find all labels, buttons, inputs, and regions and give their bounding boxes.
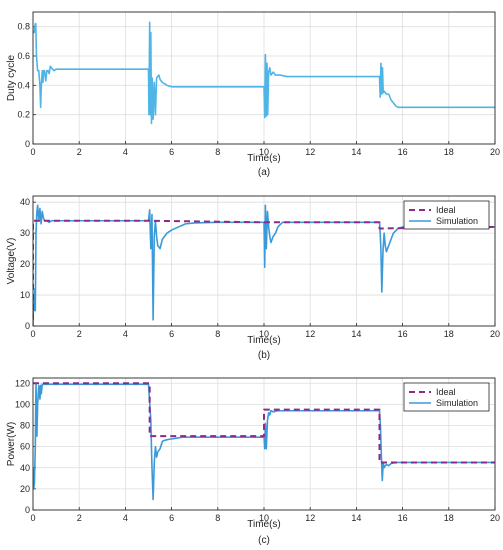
y-tick-label: 120: [15, 378, 30, 388]
axes-frame: [32, 195, 496, 327]
x-tick-label: 0: [30, 513, 35, 523]
legend-box: [403, 200, 490, 230]
x-tick-label: 16: [398, 329, 408, 339]
y-tick-label: 80: [20, 421, 30, 431]
x-tick-label: 2: [77, 513, 82, 523]
y-tick-label: 60: [20, 442, 30, 452]
chart-panel-1: 0 2 4 6 8 10 12 14 16 18 20 0 10 20 30 40 Time(s) Voltage…: [6, 195, 500, 361]
y-tick-label: 0: [25, 321, 30, 331]
x-tick-label: 10: [259, 513, 269, 523]
x-tick-label: 6: [169, 513, 174, 523]
x-tick-label: 18: [444, 329, 454, 339]
x-tick-label: 6: [169, 147, 174, 157]
axes-frame: [32, 377, 496, 511]
y-tick-label: 20: [20, 484, 30, 494]
panel-caption: (c): [258, 535, 270, 546]
x-tick-label: 4: [123, 513, 128, 523]
ideal-series-line: [33, 219, 495, 320]
legend-label: Ideal: [436, 205, 456, 215]
x-tick-label: 8: [215, 147, 220, 157]
x-tick-label: 14: [351, 513, 361, 523]
chart-panel-2: 0 2 4 6 8 10 12 14 16 18 20 0 20 40 60 80 100 120 Time(s) P…: [6, 377, 500, 546]
x-tick-label: 2: [77, 329, 82, 339]
y-tick-label: 20: [20, 259, 30, 269]
x-tick-label: 20: [490, 147, 500, 157]
simulation-series-line: [33, 204, 495, 326]
simulation-series-line: [33, 382, 495, 501]
duty-cycle-series-line: [33, 21, 495, 125]
x-tick-label: 16: [398, 147, 408, 157]
legend-label: Simulation: [436, 398, 478, 408]
y-tick-label: 0.2: [17, 110, 30, 120]
legend-box: [403, 382, 490, 412]
y-tick-label: 30: [20, 228, 30, 238]
y-axis-label: Power(W): [6, 422, 17, 466]
y-tick-label: 0: [25, 139, 30, 149]
y-tick-label: 0.6: [17, 51, 30, 61]
legend-label: Simulation: [436, 216, 478, 226]
chart-panel-0: 0 2 4 6 8 10 12 14 16 18 20 0 0.2 0.4 0.6 0.8 Time(s) Dut…: [6, 11, 500, 178]
legend-label: Ideal: [436, 387, 456, 397]
x-axis-label: Time(s): [247, 335, 281, 346]
y-tick-label: 10: [20, 290, 30, 300]
x-tick-label: 4: [123, 147, 128, 157]
x-tick-label: 18: [444, 513, 454, 523]
y-tick-label: 40: [20, 197, 30, 207]
x-tick-label: 14: [351, 147, 361, 157]
x-tick-label: 10: [259, 329, 269, 339]
axes-frame: [32, 11, 496, 145]
x-tick-label: 20: [490, 513, 500, 523]
y-tick-label: 0: [25, 505, 30, 515]
x-tick-label: 12: [305, 513, 315, 523]
x-tick-label: 2: [77, 147, 82, 157]
x-tick-label: 12: [305, 329, 315, 339]
x-tick-label: 10: [259, 147, 269, 157]
x-axis-label: Time(s): [247, 153, 281, 164]
x-tick-label: 8: [215, 513, 220, 523]
x-tick-label: 4: [123, 329, 128, 339]
x-tick-label: 0: [30, 329, 35, 339]
x-tick-label: 16: [398, 513, 408, 523]
x-tick-label: 8: [215, 329, 220, 339]
panel-caption: (a): [258, 167, 270, 178]
x-axis-label: Time(s): [247, 519, 281, 530]
y-tick-label: 0.4: [17, 80, 30, 90]
x-tick-label: 12: [305, 147, 315, 157]
y-tick-label: 0.8: [17, 22, 30, 32]
ideal-series-line: [33, 382, 495, 464]
x-tick-label: 14: [351, 329, 361, 339]
panel-caption: (b): [258, 350, 270, 361]
y-tick-label: 100: [15, 399, 30, 409]
x-tick-label: 20: [490, 329, 500, 339]
x-tick-label: 0: [30, 147, 35, 157]
y-axis-label: Duty cycle: [6, 55, 17, 102]
y-tick-label: 40: [20, 463, 30, 473]
x-tick-label: 18: [444, 147, 454, 157]
y-axis-label: Voltage(V): [6, 238, 17, 285]
x-tick-label: 6: [169, 329, 174, 339]
